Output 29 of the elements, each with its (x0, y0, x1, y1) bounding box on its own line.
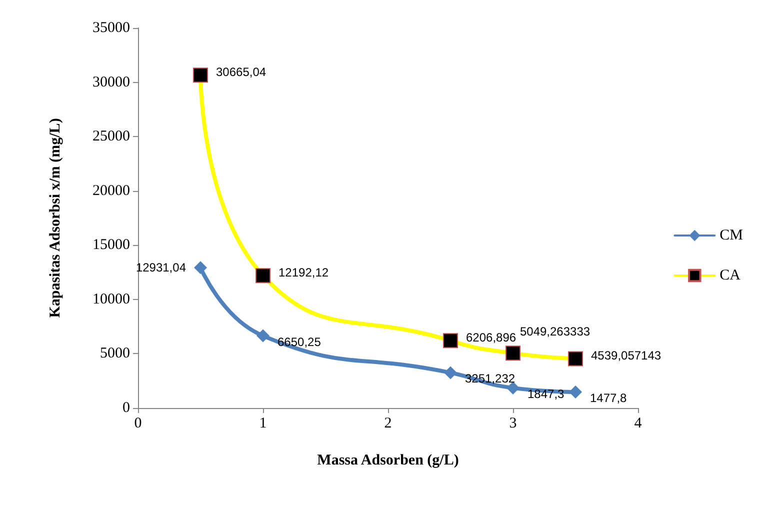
data-label: 1477,8 (590, 390, 628, 405)
point (256, 329, 270, 342)
data-label: 6206,896 (466, 330, 516, 345)
y-tick-label: 25000 (92, 128, 130, 145)
legend-label: CA (720, 268, 741, 284)
x-tick-label: 0 (134, 416, 142, 432)
y-tick-label: 35000 (92, 20, 130, 36)
x-tick-label: 3 (509, 416, 517, 432)
y-tick-label: 5000 (100, 346, 130, 362)
y-tick-label: 0 (122, 400, 130, 416)
data-label: 4539,057143 (591, 348, 662, 363)
data-label: 12931,04 (136, 260, 186, 275)
y-tick-label: 20000 (92, 182, 130, 199)
data-label: 5049,263333 (520, 324, 590, 339)
legend-label: CM (720, 228, 743, 244)
data-label: 12192,12 (278, 266, 329, 280)
data-label: 6650,25 (278, 334, 322, 349)
y-tick-label: 10000 (92, 291, 130, 308)
point (444, 366, 457, 380)
y-tick-label: 15000 (92, 237, 130, 254)
point (569, 385, 582, 398)
x-tick-label: 1 (259, 416, 267, 432)
data-label: 30665,04 (216, 65, 266, 80)
point (194, 261, 207, 274)
x-axis-title: Massa Adsorben (g/L) (317, 452, 459, 468)
x-tick-label: 4 (634, 416, 642, 432)
x-tick-label: 2 (384, 416, 392, 432)
y-tick-label: 30000 (92, 74, 130, 90)
y-axis-title: Kapasitas Adsorbsi x/m (mg/L) (48, 118, 64, 318)
